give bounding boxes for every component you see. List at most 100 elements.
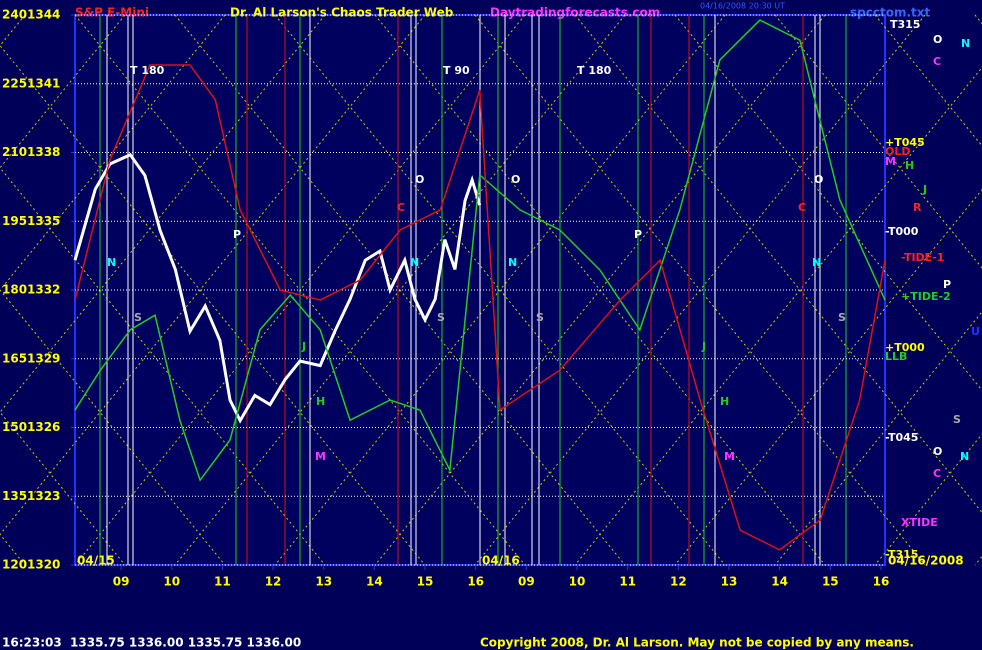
annotation: T 180 — [130, 64, 165, 77]
timestamp: 04/16/2008 20:30 UT — [700, 2, 785, 11]
annotation: N — [961, 37, 970, 50]
y2-tick-label: 1323 — [27, 489, 60, 503]
annotation: J — [701, 340, 706, 353]
annotation: S — [536, 311, 544, 324]
y2-tick-label: 1332 — [27, 283, 60, 297]
x-tick-label: 10 — [163, 575, 180, 589]
y-tick-label: 180 — [2, 283, 27, 297]
annotation: S — [134, 311, 142, 324]
x-tick-label: 11 — [619, 575, 636, 589]
annotation: XTIDE — [901, 516, 938, 529]
annotation: T 180 — [577, 64, 612, 77]
decor-diagonal — [674, 188, 982, 566]
x-tick-label: 16 — [873, 575, 890, 589]
annotation: H — [905, 159, 914, 172]
annotation: C — [397, 201, 405, 214]
decor-diagonal — [0, 14, 426, 536]
annotation: S — [953, 413, 961, 426]
date-label: 04/15 — [77, 554, 115, 568]
annotation: J — [301, 340, 306, 353]
x-tick-label: 09 — [518, 575, 535, 589]
annotation: N — [508, 256, 517, 269]
series-line — [74, 19, 886, 482]
x-tick-label: 15 — [822, 575, 839, 589]
annotation: O — [415, 173, 424, 186]
annotation: S — [838, 311, 846, 324]
annotation: O — [933, 33, 942, 46]
date-label: 04/16 — [482, 554, 520, 568]
y-tick-label: 225 — [2, 76, 27, 90]
annotation: H — [720, 395, 729, 408]
x-tick-label: 12 — [265, 575, 282, 589]
annotation: M — [885, 155, 896, 168]
decor-diagonal — [574, 66, 982, 566]
annotation: +T045 — [885, 136, 925, 149]
x-tick-label: 16 — [467, 575, 484, 589]
annotation: H — [316, 395, 325, 408]
annotation: P — [634, 228, 642, 241]
y-tick-label: 120 — [2, 558, 27, 572]
x-tick-label: 11 — [214, 575, 231, 589]
series-line — [74, 64, 886, 551]
annotation: -T045 — [885, 431, 918, 444]
x-tick-label: 14 — [771, 575, 788, 589]
chart-title: Dr. Al Larson's Chaos Trader Web — [230, 6, 454, 20]
site: Daytradingforecasts.com — [490, 6, 660, 20]
annotation: P — [943, 278, 951, 291]
copyright: Copyright 2008, Dr. Al Larson. May not b… — [480, 636, 914, 650]
annotation: OLD — [885, 145, 911, 158]
x-tick-label: 13 — [721, 575, 738, 589]
x-tick-label: 15 — [417, 575, 434, 589]
annotation: +T000 — [885, 341, 925, 354]
annotation: -TIDE-1 — [901, 251, 944, 264]
annotation: N — [960, 450, 969, 463]
annotation: O — [933, 445, 942, 458]
file-name: spcctom.txt — [850, 6, 930, 20]
annotation: M — [315, 450, 326, 463]
y2-tick-label: 1320 — [27, 558, 60, 572]
annotation: -T000 — [885, 225, 919, 238]
y-tick-label: 165 — [2, 351, 27, 365]
annotation: T315 — [890, 18, 920, 31]
series-line — [73, 152, 482, 424]
y2-tick-label: 1329 — [27, 351, 60, 365]
annotation: -T315 — [885, 548, 918, 561]
y-tick-label: 195 — [2, 214, 27, 228]
y-tick-label: 210 — [2, 145, 27, 159]
y2-tick-label: 1326 — [27, 420, 60, 434]
x-tick-label: 10 — [569, 575, 586, 589]
annotation: J — [922, 183, 927, 196]
y-tick-label: 150 — [2, 420, 27, 434]
decor-diagonal — [274, 14, 726, 566]
annotation: C — [933, 55, 941, 68]
annotation: S — [437, 311, 445, 324]
annotation: LLB — [885, 350, 907, 363]
date-label: 04/16/2008 — [888, 554, 964, 568]
annotation: O — [511, 173, 520, 186]
instrument: S&P E-Mini — [75, 6, 149, 20]
annotation: O — [814, 173, 823, 186]
annotation: N — [812, 256, 821, 269]
annotation: T 90 — [443, 64, 470, 77]
y2-tick-label: 1335 — [27, 214, 60, 228]
annotation: N — [410, 256, 419, 269]
annotation: U — [971, 325, 980, 338]
annotation: N — [107, 256, 116, 269]
x-tick-label: 13 — [315, 575, 332, 589]
annotation: M — [724, 450, 735, 463]
annotation: R — [913, 201, 922, 214]
y-tick-label: 240 — [2, 8, 27, 22]
annotation: P — [233, 228, 241, 241]
x-tick-label: 14 — [366, 575, 383, 589]
x-tick-label: 12 — [670, 575, 687, 589]
annotation: C — [798, 201, 806, 214]
annotation: C — [933, 467, 941, 480]
quote: 16:23:03 1335.75 1336.00 1335.75 1336.00 — [2, 636, 301, 650]
y2-tick-label: 1341 — [27, 76, 60, 90]
annotation: +TIDE-2 — [901, 290, 951, 303]
x-tick-label: 09 — [113, 575, 130, 589]
y-tick-label: 135 — [2, 489, 27, 503]
y2-tick-label: 1338 — [27, 145, 60, 159]
